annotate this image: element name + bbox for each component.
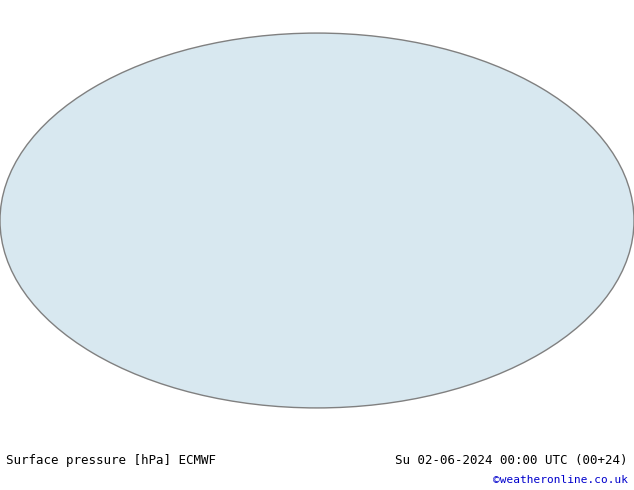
Ellipse shape [0,33,634,408]
Text: Su 02-06-2024 00:00 UTC (00+24): Su 02-06-2024 00:00 UTC (00+24) [395,454,628,467]
Text: Surface pressure [hPa] ECMWF: Surface pressure [hPa] ECMWF [6,454,216,467]
Text: ©weatheronline.co.uk: ©weatheronline.co.uk [493,475,628,485]
